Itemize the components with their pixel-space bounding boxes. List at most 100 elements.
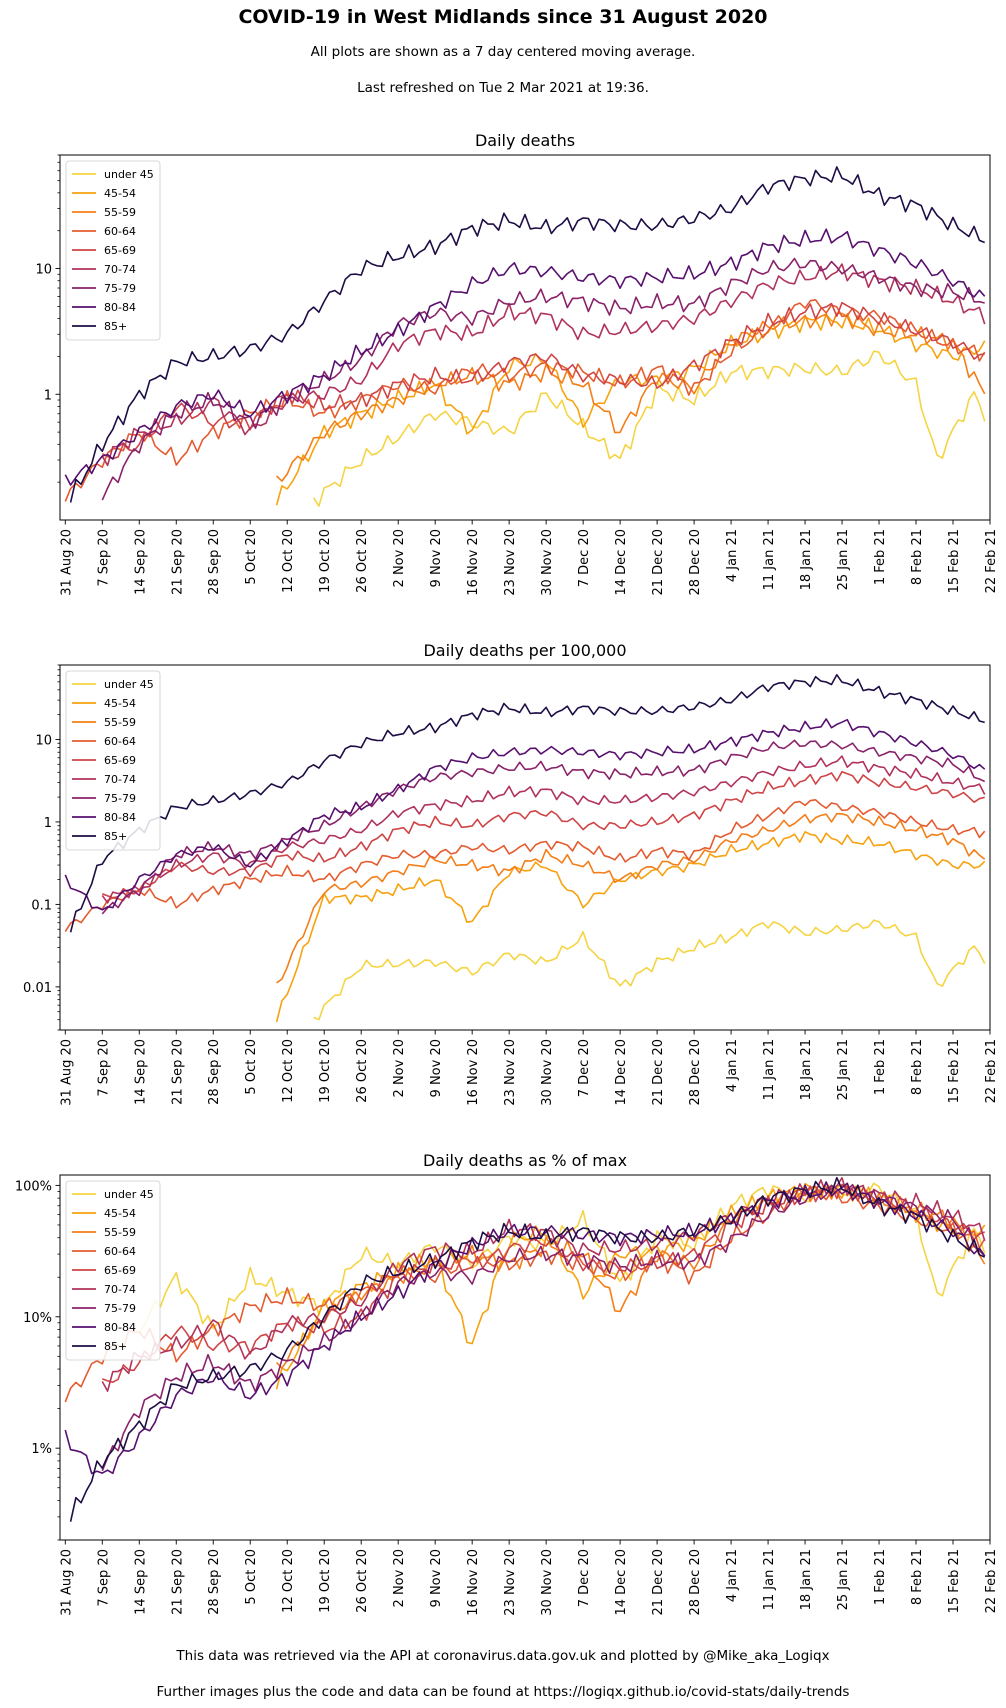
y-tick-label: 10%	[23, 1311, 52, 1326]
legend-label-under-45: under 45	[104, 168, 154, 181]
x-tick-label: 26 Oct 20	[355, 1039, 370, 1103]
x-tick-label: 5 Oct 20	[244, 529, 259, 585]
x-tick-label: 9 Nov 20	[429, 529, 444, 587]
legend-label-45-54: 45-54	[104, 1207, 136, 1220]
x-tick-label: 8 Feb 21	[910, 529, 925, 585]
x-tick-label: 21 Dec 20	[651, 1549, 666, 1616]
x-tick-label: 14 Dec 20	[614, 529, 629, 596]
chart-2: Daily deaths per 100,000 0.01 0.1 1 10 31 Aug…	[23, 641, 999, 1106]
x-tick-label: 22 Feb 21	[984, 529, 999, 593]
x-tick-label: 2 Nov 20	[392, 529, 407, 587]
legend-box	[65, 1180, 161, 1361]
x-tick-label: 7 Sep 20	[96, 529, 111, 587]
x-tick-label: 14 Dec 20	[614, 1549, 629, 1616]
x-tick-label: 14 Sep 20	[133, 529, 148, 595]
x-tick-label: 16 Nov 20	[466, 1549, 481, 1616]
chart-title: Daily deaths	[475, 131, 575, 150]
x-tick-label: 25 Jan 21	[836, 1039, 851, 1100]
series-line-45-54	[275, 830, 986, 1023]
x-tick-label: 14 Dec 20	[614, 1039, 629, 1106]
footer-more-info: Further images plus the code and data ca…	[156, 1684, 850, 1700]
x-tick-label: 7 Dec 20	[577, 1549, 592, 1607]
series-lines	[64, 1176, 986, 1522]
x-tick-label: 23 Nov 20	[503, 529, 518, 596]
footer-data-source: This data was retrieved via the API at c…	[176, 1648, 830, 1664]
x-tick-label: 31 Aug 20	[59, 529, 74, 596]
x-tick-label: 23 Nov 20	[503, 1039, 518, 1106]
x-tick-label: 5 Oct 20	[244, 1039, 259, 1095]
legend-label-70-74: 70-74	[104, 773, 136, 786]
x-tick-label: 9 Nov 20	[429, 1549, 444, 1607]
legend: under 45 45-54 55-59 60-64 65-69 70-74 75-79 80…	[65, 670, 161, 851]
x-tick-label: 4 Jan 21	[725, 1039, 740, 1092]
legend-label-45-54: 45-54	[104, 697, 136, 710]
x-tick-label: 11 Jan 21	[762, 529, 777, 590]
x-tick-label: 1 Feb 21	[873, 529, 888, 585]
x-tick-label: 28 Dec 20	[688, 1549, 703, 1616]
x-tick-label: 16 Nov 20	[466, 1039, 481, 1106]
series-line-65-69	[101, 301, 985, 460]
x-tick-label: 18 Jan 21	[799, 529, 814, 590]
x-tick-label: 15 Feb 21	[947, 529, 962, 593]
x-tick-label: 22 Feb 21	[984, 1039, 999, 1103]
x-tick-label: 25 Jan 21	[836, 529, 851, 590]
series-line-85	[69, 673, 985, 933]
series-lines	[64, 166, 986, 507]
x-tick-label: 14 Sep 20	[133, 1039, 148, 1105]
legend-label-65-69: 65-69	[104, 244, 136, 257]
legend-label-80-84: 80-84	[104, 1321, 136, 1334]
y-tick-label: 100%	[15, 1179, 52, 1194]
x-tick-label: 15 Feb 21	[947, 1039, 962, 1103]
plot-frame	[59, 1174, 991, 1541]
x-tick-label: 9 Nov 20	[429, 1039, 444, 1097]
x-tick-label: 30 Nov 20	[540, 1039, 555, 1106]
series-line-60-64	[64, 298, 986, 502]
legend-label-55-59: 55-59	[104, 716, 136, 729]
series-line-45-54	[275, 1181, 986, 1390]
chart-3: Daily deaths as % of max 1% 10% 100% 31 Aug …	[15, 1151, 999, 1616]
x-tick-label: 31 Aug 20	[59, 1039, 74, 1106]
series-line-75-79	[101, 257, 985, 501]
x-tick-label: 15 Feb 21	[947, 1549, 962, 1613]
legend-label-60-64: 60-64	[104, 735, 136, 748]
y-tick-label: 1	[44, 816, 52, 831]
legend-label-75-79: 75-79	[104, 792, 136, 805]
legend-label-65-69: 65-69	[104, 1264, 136, 1277]
x-tick-label: 1 Feb 21	[873, 1549, 888, 1605]
x-tick-label: 7 Dec 20	[577, 529, 592, 587]
series-line-75-79	[101, 1183, 986, 1472]
x-tick-label: 21 Dec 20	[651, 529, 666, 596]
legend-label-80-84: 80-84	[104, 811, 136, 824]
legend-label-80-84: 80-84	[104, 301, 136, 314]
x-tick-label: 28 Sep 20	[207, 1039, 222, 1105]
x-tick-label: 5 Oct 20	[244, 1549, 259, 1605]
series-line-80-84	[64, 228, 986, 486]
y-tick-label: 0.1	[31, 898, 52, 913]
y-tick-label: 1%	[31, 1442, 52, 1457]
x-tick-label: 28 Dec 20	[688, 529, 703, 596]
x-tick-label: 2 Nov 20	[392, 1549, 407, 1607]
x-tick-label: 22 Feb 21	[984, 1549, 999, 1613]
legend-label-60-64: 60-64	[104, 225, 136, 238]
x-tick-label: 28 Sep 20	[207, 529, 222, 595]
x-tick-label: 28 Sep 20	[207, 1549, 222, 1615]
x-tick-label: 11 Jan 21	[762, 1039, 777, 1100]
x-tick-label: 18 Jan 21	[799, 1549, 814, 1610]
legend-label-55-59: 55-59	[104, 1226, 136, 1239]
legend-label-75-79: 75-79	[104, 1302, 136, 1315]
plot-frame	[59, 154, 991, 521]
x-tick-label: 11 Jan 21	[762, 1549, 777, 1610]
x-tick-label: 30 Nov 20	[540, 1549, 555, 1616]
series-line-under-45	[312, 350, 986, 507]
x-tick-label: 21 Dec 20	[651, 1039, 666, 1106]
x-tick-label: 8 Feb 21	[910, 1549, 925, 1605]
x-tick-label: 7 Dec 20	[577, 1039, 592, 1097]
legend-label-85: 85+	[104, 320, 127, 333]
y-tick-label: 10	[35, 733, 52, 748]
x-tick-label: 8 Feb 21	[910, 1039, 925, 1095]
series-line-70-74	[101, 1177, 986, 1392]
y-tick-label: 1	[44, 388, 52, 403]
series-line-80-84	[64, 718, 986, 911]
legend-label-70-74: 70-74	[104, 263, 136, 276]
series-line-75-79	[101, 739, 986, 915]
